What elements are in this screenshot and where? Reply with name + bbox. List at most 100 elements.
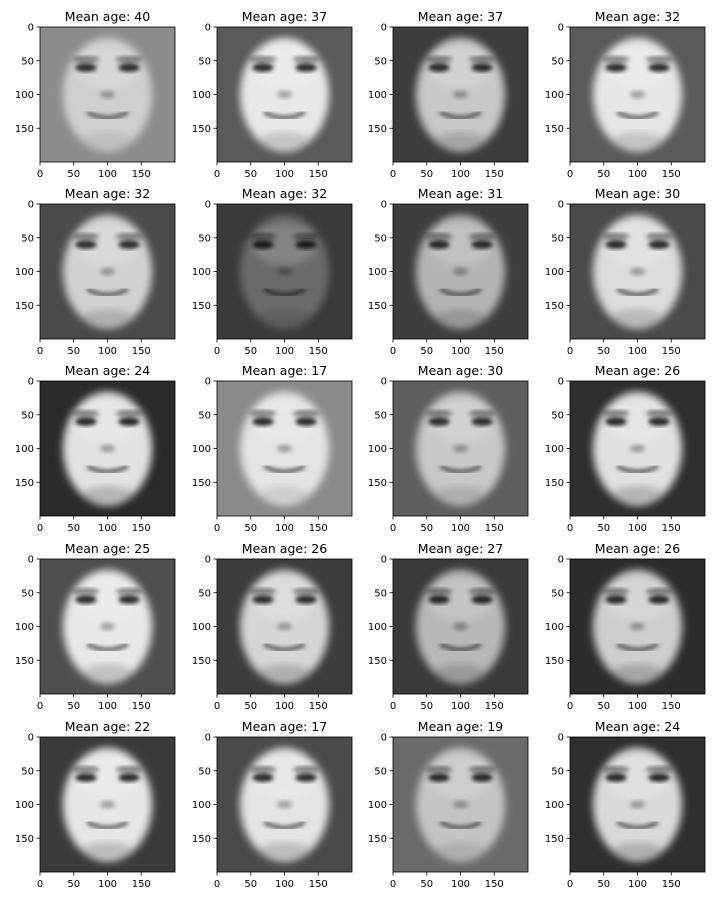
mean-face-image: [393, 381, 528, 516]
x-tick-label: 100: [628, 701, 647, 712]
panel-title: Mean age: 30: [418, 363, 503, 378]
y-tick-label: 50: [198, 766, 211, 777]
y-tick-label: 150: [15, 834, 34, 845]
x-tick-label: 0: [567, 523, 573, 534]
y-tick-label: 0: [28, 377, 34, 388]
x-tick-label: 100: [98, 701, 117, 712]
x-tick-label: 150: [309, 169, 328, 180]
x-tick-label: 50: [420, 701, 433, 712]
y-tick-label: 0: [205, 555, 211, 566]
y-tick-label: 100: [545, 800, 564, 811]
x-tick-label: 100: [628, 346, 647, 357]
x-tick-label: 50: [420, 523, 433, 534]
panel-title: Mean age: 24: [595, 719, 680, 734]
y-tick-label: 50: [21, 233, 34, 244]
face-panel: Mean age: 37 0 50 100 150 0 50 100 150: [368, 9, 529, 180]
y-tick-label: 150: [368, 834, 387, 845]
x-tick-label: 50: [244, 169, 257, 180]
x-tick-label: 150: [132, 169, 151, 180]
y-tick-label: 150: [368, 301, 387, 312]
x-tick-label: 100: [451, 346, 470, 357]
mean-face-image: [393, 559, 528, 694]
x-tick-label: 150: [309, 879, 328, 890]
mean-face-image: [217, 559, 352, 694]
y-tick-label: 100: [368, 622, 387, 633]
y-tick-label: 150: [545, 478, 564, 489]
y-tick-label: 50: [21, 766, 34, 777]
x-tick-label: 50: [597, 523, 610, 534]
face-panel: Mean age: 30 0 50 100 150 0 50 100 150: [545, 186, 706, 357]
mean-face-image: [570, 27, 705, 162]
x-tick-label: 100: [628, 879, 647, 890]
y-tick-label: 50: [551, 588, 564, 599]
mean-face-image: [393, 27, 528, 162]
x-tick-label: 50: [420, 346, 433, 357]
face-panel: Mean age: 27 0 50 100 150 0 50 100 150: [368, 541, 529, 712]
x-tick-label: 150: [485, 879, 504, 890]
x-tick-label: 100: [451, 879, 470, 890]
y-tick-label: 150: [368, 478, 387, 489]
y-tick-label: 50: [551, 410, 564, 421]
y-tick-label: 0: [28, 555, 34, 566]
panel-title: Mean age: 37: [418, 9, 503, 24]
y-tick-label: 0: [381, 555, 387, 566]
x-tick-label: 150: [662, 701, 681, 712]
y-tick-label: 50: [551, 233, 564, 244]
y-tick-label: 0: [381, 23, 387, 34]
x-tick-label: 150: [132, 523, 151, 534]
face-panel: Mean age: 24 0 50 100 150 0 50 100 150: [545, 719, 706, 890]
panel-title: Mean age: 30: [595, 186, 680, 201]
x-tick-label: 0: [37, 169, 43, 180]
x-tick-label: 0: [214, 346, 220, 357]
face-panel: Mean age: 25 0 50 100 150 0 50 100 150: [15, 541, 176, 712]
panel-title: Mean age: 27: [418, 541, 503, 556]
panel-title: Mean age: 24: [65, 363, 150, 378]
y-tick-label: 100: [545, 267, 564, 278]
panel-title: Mean age: 19: [418, 719, 503, 734]
y-tick-label: 150: [15, 124, 34, 135]
x-tick-label: 50: [597, 346, 610, 357]
x-tick-label: 100: [451, 523, 470, 534]
y-tick-label: 50: [21, 56, 34, 67]
x-tick-label: 0: [567, 879, 573, 890]
y-tick-label: 150: [192, 478, 211, 489]
x-tick-label: 0: [567, 346, 573, 357]
face-panel: Mean age: 17 0 50 100 150 0 50 100 150: [192, 363, 353, 534]
y-tick-label: 0: [205, 200, 211, 211]
x-tick-label: 50: [597, 701, 610, 712]
x-tick-label: 0: [390, 879, 396, 890]
x-tick-label: 100: [451, 169, 470, 180]
y-tick-label: 100: [545, 444, 564, 455]
y-tick-label: 0: [28, 23, 34, 34]
face-panel: Mean age: 24 0 50 100 150 0 50 100 150: [15, 363, 176, 534]
panel-title: Mean age: 32: [595, 9, 680, 24]
face-panel: Mean age: 19 0 50 100 150 0 50 100 150: [368, 719, 529, 890]
y-tick-label: 50: [374, 56, 387, 67]
x-tick-label: 150: [132, 879, 151, 890]
mean-face-image: [40, 204, 175, 339]
x-tick-label: 0: [37, 346, 43, 357]
x-tick-label: 150: [132, 346, 151, 357]
face-panel: Mean age: 31 0 50 100 150 0 50 100 150: [368, 186, 529, 357]
x-tick-label: 50: [67, 169, 80, 180]
panel-title: Mean age: 40: [65, 9, 150, 24]
mean-face-image: [217, 27, 352, 162]
panel-title: Mean age: 26: [595, 363, 680, 378]
y-tick-label: 0: [381, 200, 387, 211]
y-tick-label: 50: [21, 410, 34, 421]
panel-title: Mean age: 32: [65, 186, 150, 201]
x-tick-label: 0: [390, 701, 396, 712]
y-tick-label: 50: [198, 410, 211, 421]
y-tick-label: 50: [374, 410, 387, 421]
x-tick-label: 100: [275, 346, 294, 357]
panel-title: Mean age: 32: [242, 186, 327, 201]
face-panel: Mean age: 17 0 50 100 150 0 50 100 150: [192, 719, 353, 890]
x-tick-label: 50: [67, 701, 80, 712]
x-tick-label: 150: [309, 701, 328, 712]
y-tick-label: 150: [192, 301, 211, 312]
x-tick-label: 150: [485, 169, 504, 180]
x-tick-label: 150: [662, 346, 681, 357]
y-tick-label: 50: [551, 56, 564, 67]
x-tick-label: 50: [420, 879, 433, 890]
y-tick-label: 100: [545, 622, 564, 633]
